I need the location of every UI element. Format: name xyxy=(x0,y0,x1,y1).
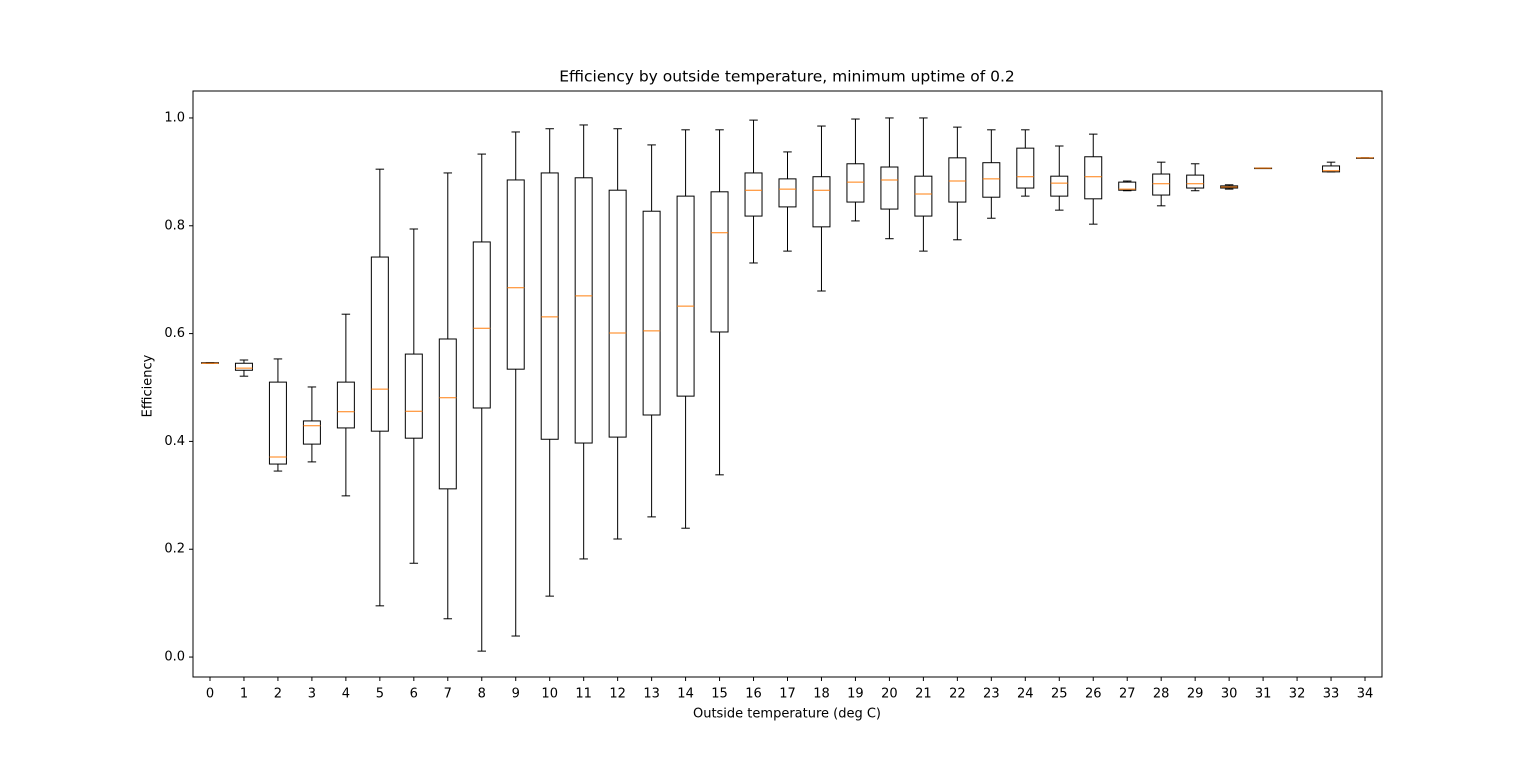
box xyxy=(506,179,525,370)
box xyxy=(676,195,695,397)
box xyxy=(438,338,457,490)
box xyxy=(268,381,287,465)
box xyxy=(370,256,389,432)
x-tick-label: 1 xyxy=(240,687,248,702)
x-tick-label: 6 xyxy=(410,687,418,702)
box xyxy=(1152,173,1171,196)
x-tick-label: 17 xyxy=(779,687,796,702)
x-tick-label: 23 xyxy=(983,687,1000,702)
x-tick-label: 13 xyxy=(643,687,660,702)
box xyxy=(540,172,559,440)
box xyxy=(744,172,763,217)
x-tick-label: 19 xyxy=(847,687,864,702)
x-tick-label: 32 xyxy=(1289,687,1306,702)
x-tick-label: 2 xyxy=(274,687,282,702)
x-tick-label: 15 xyxy=(711,687,728,702)
x-tick-label: 7 xyxy=(444,687,452,702)
x-tick-label: 26 xyxy=(1085,687,1102,702)
y-tick-label: 0.6 xyxy=(164,326,185,341)
box xyxy=(302,420,321,445)
x-tick-label: 18 xyxy=(813,687,830,702)
x-tick-label: 28 xyxy=(1153,687,1170,702)
box xyxy=(1118,181,1137,191)
box xyxy=(574,177,593,444)
x-tick-label: 3 xyxy=(308,687,316,702)
x-tick-label: 25 xyxy=(1051,687,1068,702)
x-tick-label: 12 xyxy=(609,687,626,702)
box xyxy=(1322,165,1341,173)
x-tick-label: 9 xyxy=(512,687,520,702)
x-tick-label: 20 xyxy=(881,687,898,702)
box xyxy=(948,157,967,203)
box xyxy=(1084,156,1103,200)
box xyxy=(778,178,797,208)
box xyxy=(982,162,1001,198)
box xyxy=(472,241,491,409)
x-tick-label: 27 xyxy=(1119,687,1136,702)
y-tick-label: 0.4 xyxy=(164,434,185,449)
x-tick-label: 24 xyxy=(1017,687,1034,702)
x-tick-label: 11 xyxy=(575,687,592,702)
x-tick-label: 5 xyxy=(376,687,384,702)
box xyxy=(234,362,253,371)
x-tick-label: 22 xyxy=(949,687,966,702)
x-axis-label: Outside temperature (deg C) xyxy=(693,707,881,722)
x-tick-label: 21 xyxy=(915,687,932,702)
x-tick-label: 33 xyxy=(1323,687,1340,702)
box xyxy=(880,166,899,210)
x-tick-label: 34 xyxy=(1357,687,1374,702)
x-tick-label: 14 xyxy=(677,687,694,702)
y-axis-label: Efficiency xyxy=(141,354,156,417)
x-tick-label: 0 xyxy=(206,687,214,702)
box xyxy=(914,175,933,217)
y-tick-label: 0.2 xyxy=(164,542,185,557)
y-tick-label: 1.0 xyxy=(164,110,185,125)
box xyxy=(336,381,355,429)
box xyxy=(1050,175,1069,197)
y-tick-label: 0.0 xyxy=(164,650,185,665)
x-tick-label: 10 xyxy=(541,687,558,702)
x-tick-label: 8 xyxy=(478,687,486,702)
x-tick-label: 29 xyxy=(1187,687,1204,702)
x-tick-label: 4 xyxy=(342,687,350,702)
box xyxy=(404,353,423,439)
box xyxy=(710,191,729,333)
box xyxy=(812,176,831,228)
box xyxy=(642,210,661,416)
box xyxy=(608,189,627,438)
box xyxy=(1186,174,1205,189)
x-tick-label: 16 xyxy=(745,687,762,702)
box xyxy=(1016,147,1035,189)
chart-title: Efficiency by outside temperature, minim… xyxy=(559,68,1015,86)
box xyxy=(846,163,865,203)
y-tick-label: 0.8 xyxy=(164,218,185,233)
x-tick-label: 31 xyxy=(1255,687,1272,702)
x-tick-label: 30 xyxy=(1221,687,1238,702)
